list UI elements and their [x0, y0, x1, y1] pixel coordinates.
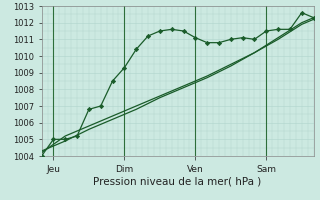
X-axis label: Pression niveau de la mer( hPa ): Pression niveau de la mer( hPa ): [93, 177, 262, 187]
